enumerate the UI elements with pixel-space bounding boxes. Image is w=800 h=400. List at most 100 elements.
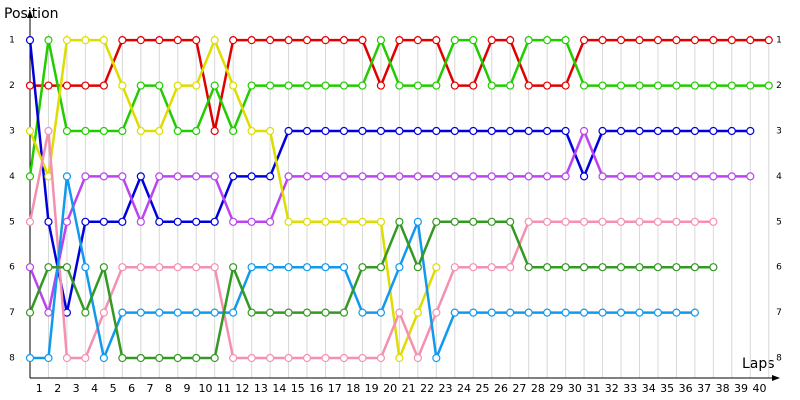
x-tick-label: 32 xyxy=(605,382,619,395)
point xyxy=(247,81,256,90)
point xyxy=(155,126,164,136)
point xyxy=(284,81,293,90)
point xyxy=(62,263,72,272)
point xyxy=(413,308,422,317)
point xyxy=(746,126,755,136)
point xyxy=(247,36,256,45)
point xyxy=(432,217,441,226)
y-tick-label: 5 xyxy=(9,217,15,227)
point xyxy=(616,36,626,45)
x-tick-label: 35 xyxy=(660,382,674,395)
point xyxy=(321,36,330,45)
y-tick-label-right: 5 xyxy=(776,217,782,227)
point xyxy=(561,263,570,272)
point xyxy=(395,126,404,136)
x-tick-label: 14 xyxy=(272,382,286,395)
point xyxy=(284,263,293,272)
y-tick-label: 3 xyxy=(9,126,15,136)
point xyxy=(469,81,478,90)
x-tick-label: 37 xyxy=(697,382,711,395)
y-tick-label-right: 8 xyxy=(776,354,782,364)
point xyxy=(321,263,330,272)
point xyxy=(376,308,386,317)
point xyxy=(561,36,570,45)
point xyxy=(616,217,626,226)
point xyxy=(653,36,663,45)
point xyxy=(302,353,312,363)
point xyxy=(25,36,35,45)
point xyxy=(62,172,72,181)
point xyxy=(118,353,127,363)
x-tick-label: 1 xyxy=(36,382,43,395)
point xyxy=(727,36,736,45)
point xyxy=(524,217,533,226)
point xyxy=(395,81,404,90)
point xyxy=(136,308,145,317)
point xyxy=(487,36,496,45)
point xyxy=(210,217,219,226)
point xyxy=(173,308,182,317)
point xyxy=(99,353,108,363)
point xyxy=(690,217,699,226)
point xyxy=(432,172,441,181)
point xyxy=(229,126,238,136)
x-tick-label: 19 xyxy=(365,382,379,395)
point xyxy=(432,263,441,272)
point xyxy=(229,81,238,90)
point xyxy=(192,263,201,272)
point xyxy=(192,353,201,363)
point xyxy=(413,217,422,226)
point xyxy=(339,126,349,136)
point xyxy=(746,36,755,45)
point xyxy=(376,81,386,90)
point xyxy=(450,172,459,181)
point xyxy=(155,263,164,272)
point xyxy=(81,172,90,181)
point xyxy=(524,308,533,317)
point xyxy=(44,308,53,317)
x-tick-label: 34 xyxy=(642,382,656,395)
point xyxy=(413,263,422,272)
point xyxy=(543,126,552,136)
point xyxy=(25,263,35,272)
point xyxy=(321,81,330,90)
point xyxy=(727,126,736,136)
point xyxy=(376,263,386,272)
point xyxy=(635,263,644,272)
point xyxy=(727,81,736,90)
point xyxy=(616,126,626,136)
point xyxy=(321,126,330,136)
x-tick-label: 8 xyxy=(165,382,172,395)
point xyxy=(62,81,72,90)
y-tick-label: 8 xyxy=(9,354,15,364)
point xyxy=(302,172,312,181)
point xyxy=(395,353,404,363)
point xyxy=(764,36,773,45)
point xyxy=(413,36,422,45)
point xyxy=(25,81,35,90)
point xyxy=(265,36,275,45)
point xyxy=(210,263,219,272)
point xyxy=(173,126,182,136)
point xyxy=(62,126,72,136)
point xyxy=(376,36,386,45)
point xyxy=(265,81,275,90)
point xyxy=(376,172,386,181)
point xyxy=(635,81,644,90)
point xyxy=(413,126,422,136)
y-tick-label: 4 xyxy=(9,172,15,182)
point xyxy=(44,353,53,363)
point xyxy=(561,172,570,181)
point xyxy=(229,172,238,181)
point xyxy=(44,36,53,45)
x-tick-label: 13 xyxy=(254,382,268,395)
point xyxy=(524,36,533,45)
point xyxy=(284,308,293,317)
point xyxy=(561,308,570,317)
point xyxy=(229,263,238,272)
plot-area xyxy=(25,36,773,363)
x-tick-label: 29 xyxy=(549,382,563,395)
point xyxy=(524,263,533,272)
point xyxy=(579,263,589,272)
point xyxy=(395,308,404,317)
